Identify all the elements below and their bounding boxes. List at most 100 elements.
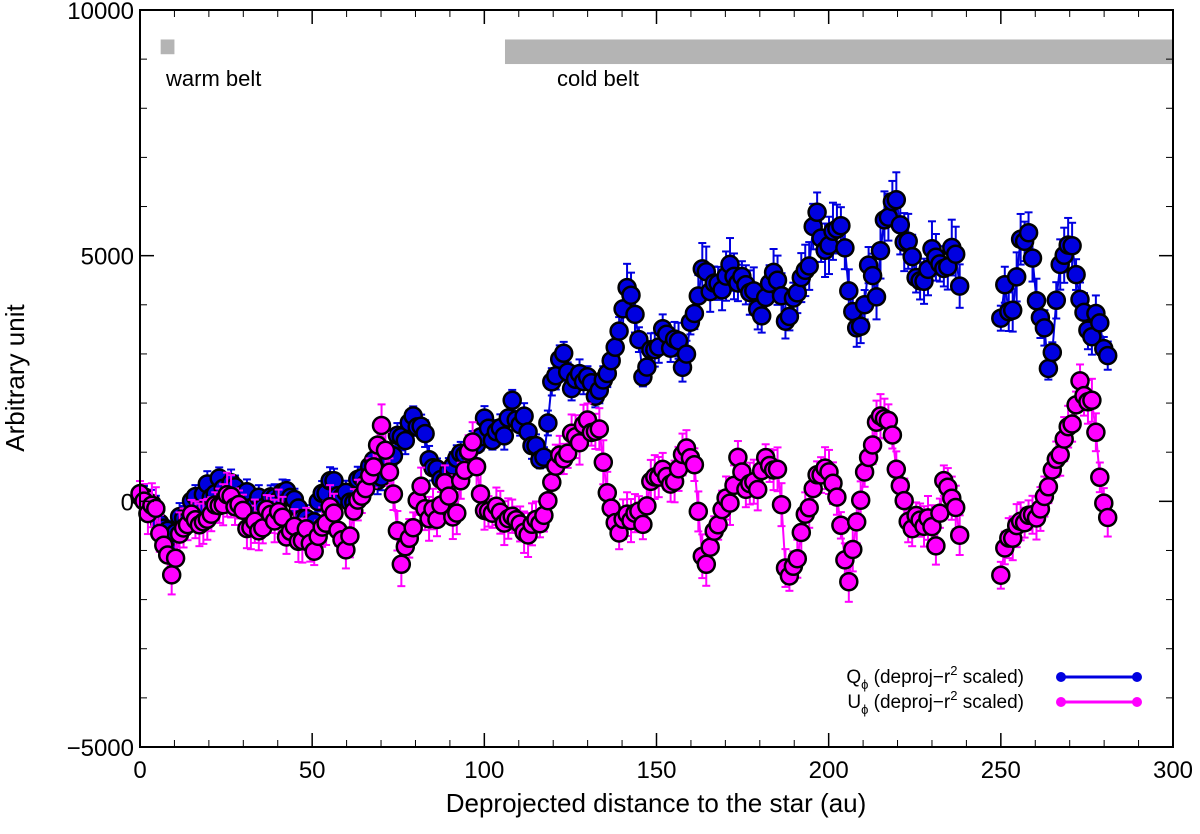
data-point (1090, 313, 1110, 333)
data-point (945, 497, 966, 518)
data-point (894, 490, 914, 511)
data-point (1090, 467, 1110, 488)
data-point (621, 285, 641, 305)
band-warm-belt (160, 39, 175, 55)
y-tick-label: 10000 (67, 0, 134, 25)
band-cold-belt (504, 39, 1173, 65)
data-point (146, 498, 166, 519)
data-point (799, 256, 819, 276)
data-point (542, 472, 562, 493)
data-point (1018, 222, 1039, 243)
data-point (1038, 358, 1059, 379)
data-point (161, 565, 182, 585)
data-point (1042, 342, 1063, 363)
data-point (379, 462, 400, 482)
data-point (700, 537, 720, 557)
legend-label: Uϕ (deproj−r2 scaled) (847, 688, 1024, 717)
data-point (1097, 507, 1118, 528)
data-point (411, 476, 431, 497)
data-point (991, 565, 1011, 585)
data-point (684, 303, 705, 324)
data-point (945, 244, 966, 264)
data-point (165, 548, 186, 568)
data-point (862, 435, 883, 455)
data-point (1034, 318, 1055, 338)
data-point (890, 215, 911, 235)
data-point (843, 539, 863, 560)
data-point (839, 571, 859, 592)
data-point (1038, 477, 1059, 497)
data-point (949, 276, 970, 296)
data-point (771, 494, 792, 515)
data-point (866, 287, 887, 307)
data-point (557, 443, 578, 463)
data-point (470, 484, 491, 504)
belt-bands (160, 39, 1173, 65)
x-tick-label: 300 (1153, 757, 1193, 784)
data-point (609, 321, 629, 341)
data-point (1062, 236, 1082, 256)
series-u-phi (130, 363, 1118, 603)
data-point (466, 456, 487, 477)
data-point (839, 281, 859, 301)
data-point (846, 512, 867, 532)
data-point (688, 501, 709, 522)
data-point (324, 503, 344, 523)
data-point (827, 487, 847, 507)
data-point (514, 406, 534, 426)
legend-marker (1132, 672, 1142, 682)
data-point (637, 357, 657, 377)
data-point (1086, 422, 1106, 443)
data-point (538, 413, 558, 433)
data-point (415, 423, 435, 444)
data-point (633, 514, 653, 535)
x-tick-label: 250 (981, 757, 1021, 784)
data-point (1006, 267, 1027, 287)
data-point (363, 457, 384, 477)
data-point (886, 459, 907, 480)
data-point (930, 503, 950, 523)
data-point (1082, 390, 1102, 411)
data-point (637, 496, 657, 516)
data-point (391, 554, 412, 575)
data-point (696, 554, 717, 575)
data-point (767, 459, 788, 480)
data-point (395, 430, 416, 451)
data-point (862, 265, 883, 286)
data-point (494, 426, 515, 446)
legend-marker (1056, 672, 1066, 682)
legend-marker (1132, 697, 1142, 707)
y-tick-label: 0 (121, 489, 134, 516)
data-point (340, 526, 360, 546)
plot-frame (139, 9, 1174, 748)
data-point (1050, 445, 1070, 465)
data-point (447, 503, 467, 523)
data-point (502, 390, 522, 411)
data-point (807, 202, 827, 223)
data-point (1022, 248, 1043, 268)
data-point (850, 490, 871, 510)
data-point (1097, 345, 1118, 366)
data-point (886, 190, 907, 210)
data-point (835, 238, 855, 258)
legend-marker (1056, 697, 1066, 707)
data-point (403, 517, 423, 538)
x-tick-label: 150 (636, 757, 676, 784)
data-point (1026, 290, 1047, 311)
x-tick-label: 50 (299, 757, 326, 784)
data-point (589, 419, 610, 439)
data-point (233, 500, 253, 521)
data-point (375, 440, 396, 460)
data-point (926, 536, 946, 556)
x-axis-label: Deprojected distance to the star (au) (446, 788, 867, 818)
data-point (625, 304, 645, 325)
y-tick-label: −5000 (67, 735, 134, 762)
data-point (902, 246, 922, 267)
data-point (870, 240, 891, 261)
x-tick-label: 100 (464, 757, 504, 784)
data-point (831, 515, 851, 536)
legend-label: Qϕ (deproj−r2 scaled) (846, 663, 1024, 692)
data-point (791, 522, 812, 543)
data-point (371, 415, 392, 436)
